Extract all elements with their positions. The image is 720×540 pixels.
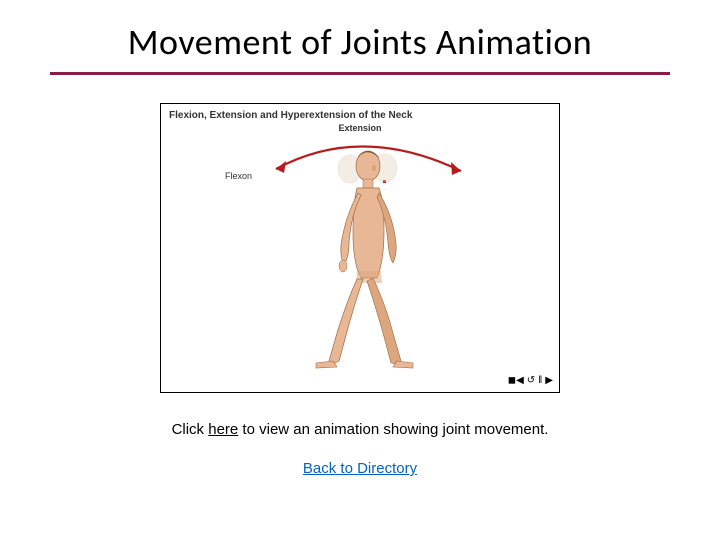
pause-button[interactable]: ‖ — [538, 375, 542, 386]
anatomy-illustration: Flexon — [161, 133, 559, 373]
caption-prefix: Click — [172, 421, 209, 438]
player-controls: ◼◀ ↺ ‖ ▶ — [508, 375, 553, 386]
animation-figure: Flexion, Extension and Hyperextension of… — [160, 103, 560, 393]
figure-title: Flexion, Extension and Hyperextension of… — [161, 104, 559, 121]
arc-arrow-right — [451, 162, 461, 175]
back-to-directory-link[interactable]: Back to Directory — [303, 460, 417, 477]
slide-container: Movement of Joints Animation Flexion, Ex… — [0, 0, 720, 540]
back-link-row: Back to Directory — [50, 460, 670, 477]
figure-subtitle: Extension — [161, 123, 559, 133]
caption-suffix: to view an animation showing joint movem… — [238, 421, 548, 438]
rewind-button[interactable]: ◼◀ — [508, 375, 524, 386]
page-title: Movement of Joints Animation — [50, 20, 670, 64]
loop-button[interactable]: ↺ — [527, 375, 535, 386]
here-link[interactable]: here — [208, 421, 238, 438]
caption-text: Click here to view an animation showing … — [50, 421, 670, 438]
title-underline — [50, 72, 670, 75]
play-button[interactable]: ▶ — [545, 375, 553, 386]
anatomy-svg — [161, 133, 561, 373]
human-body — [316, 151, 413, 368]
